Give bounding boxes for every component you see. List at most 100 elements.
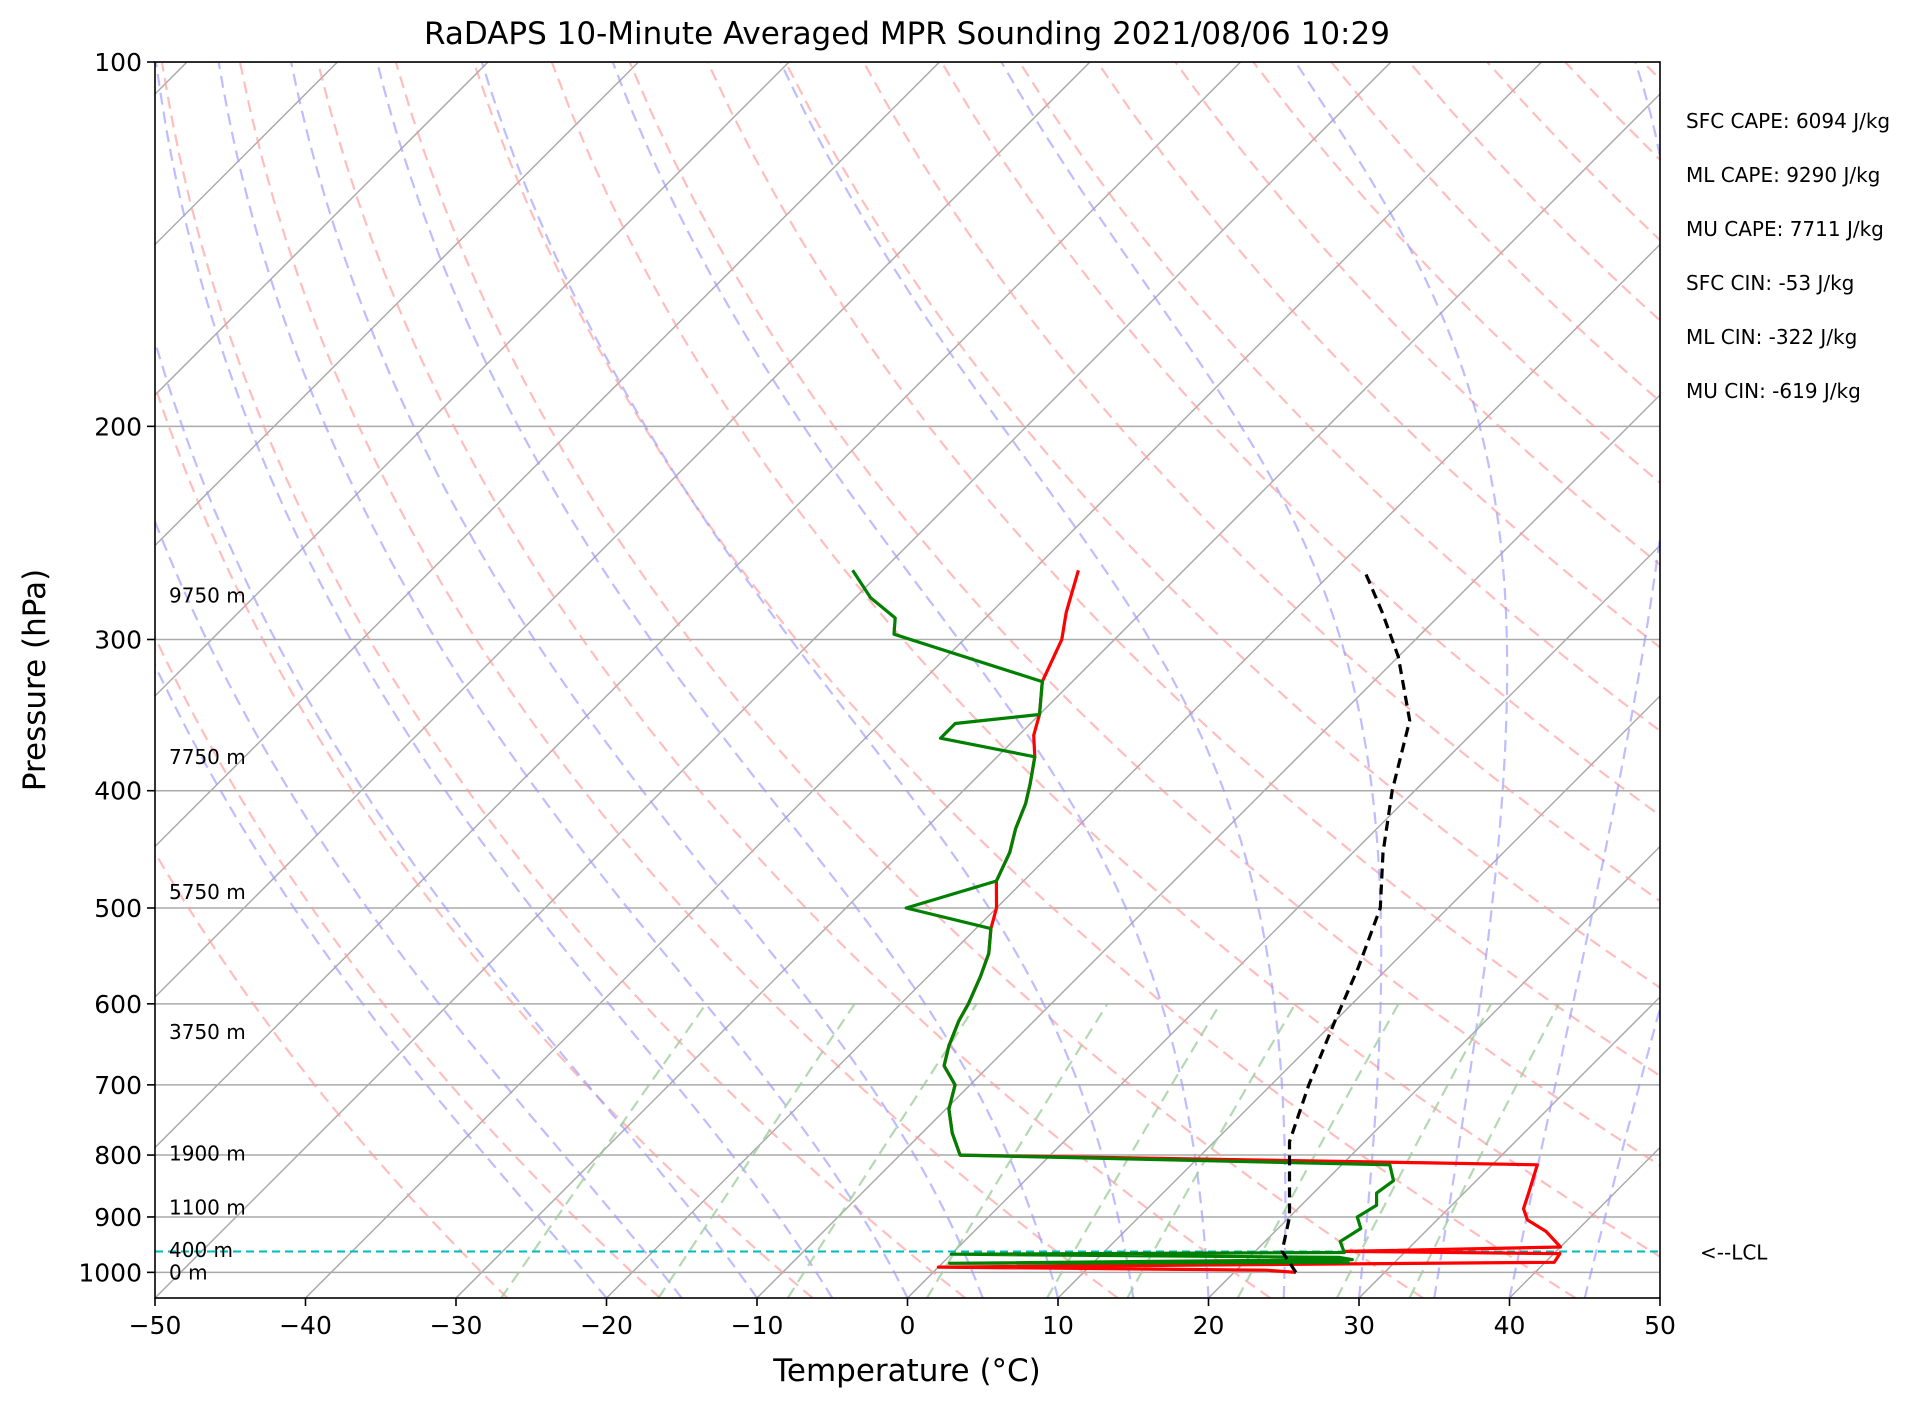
x-tick-label: 20 bbox=[1193, 1311, 1225, 1340]
isotherm-line bbox=[1057, 694, 1660, 1298]
isotherm-line bbox=[1207, 845, 1660, 1298]
chart-title: RaDAPS 10-Minute Averaged MPR Sounding 2… bbox=[424, 16, 1390, 52]
moist-adiabat-line bbox=[217, 62, 909, 1298]
stability-index: ML CIN: -322 J/kg bbox=[1686, 325, 1857, 349]
isotherm-line bbox=[1508, 1146, 1660, 1298]
x-tick-label: −10 bbox=[731, 1311, 784, 1340]
dry-adiabat-line bbox=[316, 62, 1272, 1298]
isotherm-line bbox=[1358, 995, 1660, 1298]
stability-index: SFC CAPE: 6094 J/kg bbox=[1686, 109, 1890, 133]
dry-adiabat-line bbox=[1018, 62, 1660, 733]
series-line-1 bbox=[936, 569, 1563, 1274]
dry-adiabat-line bbox=[160, 62, 966, 1298]
dry-adiabat-line bbox=[1096, 62, 1660, 649]
dry-adiabat-line bbox=[1721, 62, 1925, 1298]
sounding-traces bbox=[851, 569, 1563, 1274]
dry-adiabat-line bbox=[472, 62, 1577, 1298]
height-label: 5750 m bbox=[169, 880, 246, 904]
x-tick-label: 0 bbox=[900, 1311, 916, 1340]
x-tick-label: −40 bbox=[279, 1311, 332, 1340]
mixing-ratio-line bbox=[1408, 1003, 1560, 1298]
dry-adiabat-line bbox=[1408, 62, 1660, 322]
isotherm-line bbox=[155, 62, 489, 397]
height-label: 1900 m bbox=[169, 1142, 246, 1166]
height-labels: 9750 m 7750 m 5750 m 3750 m 1900 m 1100 m 400 … bbox=[169, 584, 246, 1285]
isotherm-line bbox=[1659, 1296, 1660, 1298]
dry-adiabat-line bbox=[1564, 62, 1660, 162]
moist-adiabat-line bbox=[480, 62, 1135, 1298]
height-label: 1100 m bbox=[169, 1196, 246, 1220]
dry-adiabat-line bbox=[1174, 62, 1660, 567]
moist-adiabat-line bbox=[155, 518, 683, 1298]
dry-adiabat-line bbox=[238, 62, 1119, 1298]
isotherm-line bbox=[455, 92, 1660, 1298]
moist-adiabat-line bbox=[611, 62, 1210, 1298]
height-label: 400 m bbox=[169, 1238, 233, 1262]
x-tick-label: −30 bbox=[430, 1311, 483, 1340]
isotherm-line bbox=[155, 62, 790, 698]
moist-adiabat-line bbox=[1658, 1293, 1660, 1298]
y-tick-label: 500 bbox=[94, 894, 142, 923]
isotherm-line bbox=[906, 544, 1660, 1298]
x-tick-label: 40 bbox=[1494, 1311, 1526, 1340]
series-line-3 bbox=[1280, 569, 1412, 1274]
mixing-ratio-line bbox=[500, 1003, 708, 1298]
x-tick-label: 10 bbox=[1042, 1311, 1074, 1340]
x-tick-label: −50 bbox=[129, 1311, 182, 1340]
x-tick-label: 30 bbox=[1343, 1311, 1375, 1340]
moist-adiabat-line bbox=[376, 62, 1060, 1298]
series-line-2 bbox=[851, 569, 1396, 1265]
x-tick-label: −20 bbox=[580, 1311, 633, 1340]
mixing-ratio-line bbox=[1336, 1003, 1493, 1298]
y-axis: 100 200 300 400 500 600 700 800 900 1000 bbox=[78, 48, 155, 1287]
dry-adiabat-line bbox=[1330, 62, 1660, 403]
moist-adiabat-line bbox=[1294, 62, 1509, 1298]
dry-adiabat-line bbox=[628, 62, 1660, 1167]
moist-adiabat-line bbox=[1583, 1004, 1660, 1298]
isotherm-line bbox=[155, 62, 1242, 1149]
stability-index: MU CAPE: 7711 J/kg bbox=[1686, 217, 1884, 241]
mixing-ratio-line bbox=[1046, 1003, 1222, 1298]
stability-index: ML CAPE: 9290 J/kg bbox=[1686, 163, 1880, 187]
y-tick-label: 1000 bbox=[78, 1258, 142, 1287]
dry-adiabat-line bbox=[784, 62, 1660, 990]
lcl-label: <--LCL bbox=[1700, 1240, 1768, 1264]
dry-adiabat-line bbox=[155, 850, 509, 1298]
isotherm-line bbox=[155, 62, 1091, 999]
dry-adiabat-line bbox=[1486, 62, 1660, 242]
isotherm-line bbox=[155, 62, 1392, 1298]
moist-adiabat-line bbox=[290, 62, 984, 1298]
x-axis-label: Temperature (°C) bbox=[772, 1353, 1041, 1389]
isotherm-line bbox=[756, 393, 1660, 1298]
mixing-ratio-line bbox=[657, 1003, 856, 1298]
height-label: 9750 m bbox=[169, 584, 246, 608]
dry-adiabat-line bbox=[1252, 62, 1660, 485]
background-grid bbox=[155, 62, 1925, 1298]
x-tick-label: 50 bbox=[1644, 1311, 1676, 1340]
isotherm-line bbox=[155, 62, 941, 848]
dry-adiabat-line bbox=[394, 62, 1424, 1298]
height-label: 3750 m bbox=[169, 1020, 246, 1044]
y-tick-label: 200 bbox=[94, 412, 142, 441]
stability-indices: SFC CAPE: 6094 J/kg ML CAPE: 9290 J/kg MU … bbox=[1686, 109, 1890, 403]
x-axis: −50 −40 −30 −20 −10 0 10 20 30 40 50 bbox=[129, 1298, 1676, 1340]
y-tick-label: 800 bbox=[94, 1141, 142, 1170]
moist-adiabat-line bbox=[155, 62, 834, 1298]
stability-index: MU CIN: -619 J/kg bbox=[1686, 379, 1861, 403]
dry-adiabat-line bbox=[155, 382, 814, 1298]
dry-adiabat-line bbox=[155, 634, 661, 1298]
moist-adiabat-line bbox=[1508, 62, 1660, 1298]
y-axis-label: Pressure (hPa) bbox=[17, 569, 53, 791]
y-tick-label: 700 bbox=[94, 1071, 142, 1100]
moist-adiabat-line bbox=[155, 662, 608, 1298]
isotherm-line bbox=[605, 243, 1660, 1298]
y-tick-label: 900 bbox=[94, 1203, 142, 1232]
height-label: 0 m bbox=[169, 1260, 208, 1284]
mixing-ratio-line bbox=[786, 1003, 978, 1298]
moist-adiabat-line bbox=[1000, 62, 1383, 1298]
y-tick-label: 100 bbox=[94, 48, 142, 77]
isotherm-line bbox=[155, 62, 640, 547]
y-tick-label: 600 bbox=[94, 990, 142, 1019]
dry-adiabat-line bbox=[550, 62, 1660, 1258]
